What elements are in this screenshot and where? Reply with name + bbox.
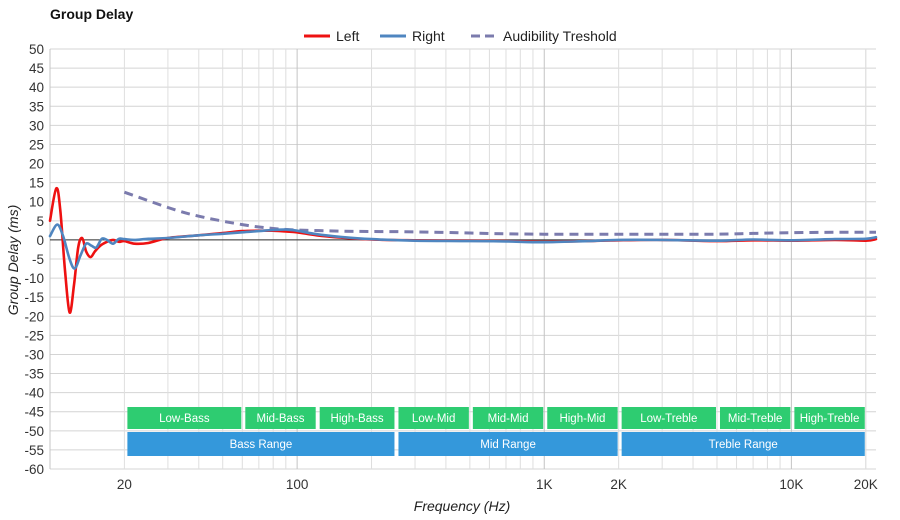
band-label: Low-Treble: [640, 413, 697, 425]
y-tick-label: 15: [29, 176, 44, 191]
band-rect: [719, 407, 791, 429]
y-tick-label: 5: [36, 214, 44, 229]
x-tick-label: 2K: [610, 477, 627, 492]
legend-label: Audibility Treshold: [503, 28, 617, 44]
legend-label: Left: [336, 28, 359, 44]
y-tick-label: -50: [24, 424, 44, 439]
y-tick-label: -35: [24, 367, 44, 382]
y-tick-label: 40: [29, 80, 44, 95]
band-label: Low-Mid: [412, 413, 455, 425]
y-tick-label: -45: [24, 405, 44, 420]
band-rect: [794, 407, 865, 429]
series-line-left: [48, 186, 878, 314]
band-label: Mid-Mid: [488, 413, 529, 425]
y-axis-ticks: 50454035302520151050-5-10-15-20-25-30-35…: [24, 42, 44, 477]
band-rect: [319, 407, 395, 429]
band-rect: [621, 407, 716, 429]
y-tick-label: 30: [29, 118, 44, 133]
x-tick-label: 20K: [854, 477, 878, 492]
x-tick-label: 100: [286, 477, 309, 492]
x-tick-label: 20: [117, 477, 132, 492]
y-tick-label: 10: [29, 195, 44, 210]
y-tick-label: 20: [29, 157, 44, 172]
legend-label: Right: [412, 28, 445, 44]
band-rect: [472, 407, 544, 429]
x-tick-label: 1K: [536, 477, 553, 492]
x-tick-label: 10K: [779, 477, 803, 492]
y-tick-label: -10: [24, 271, 44, 286]
series-line-audibility-treshold: [123, 190, 876, 236]
band-rect: [398, 407, 469, 429]
y-tick-label: -55: [24, 443, 44, 458]
y-tick-label: 0: [36, 233, 44, 248]
band-label: Bass Range: [230, 439, 293, 451]
chart-title: Group Delay: [50, 6, 133, 22]
y-tick-label: -15: [24, 290, 44, 305]
band-rect: [398, 432, 618, 456]
y-tick-label: -40: [24, 386, 44, 401]
legend: Left Right Audibility Treshold: [304, 28, 617, 44]
y-tick-label: 35: [29, 99, 44, 114]
y-axis-title: Group Delay (ms): [5, 205, 21, 315]
band-rect: [245, 407, 316, 429]
y-tick-label: 25: [29, 137, 44, 152]
y-tick-label: -5: [32, 252, 44, 267]
band-rect: [127, 407, 242, 429]
band-label: Mid-Treble: [728, 413, 783, 425]
y-tick-label: -30: [24, 347, 44, 362]
y-tick-label: -60: [24, 462, 44, 477]
x-axis-title: Frequency (Hz): [414, 498, 510, 514]
y-tick-label: -25: [24, 328, 44, 343]
band-label: Treble Range: [709, 439, 778, 451]
band-label: High-Mid: [559, 413, 605, 425]
band-label: Mid-Bass: [257, 413, 305, 425]
band-rect: [547, 407, 618, 429]
x-axis-ticks: 20 100 1K 2K 10K 20K: [117, 477, 878, 492]
band-label: Low-Bass: [159, 413, 210, 425]
frequency-bands: Low-Bass Mid-Bass High-Bass Low-Mid Mid-Mid H…: [127, 407, 865, 456]
series-lines: [48, 186, 878, 314]
grid-lines: [49, 48, 876, 470]
band-label: High-Treble: [800, 413, 860, 425]
band-rect: [621, 432, 865, 456]
y-tick-label: 45: [29, 61, 44, 76]
series-line-right: [48, 223, 878, 270]
y-tick-label: -20: [24, 309, 44, 324]
y-tick-label: 50: [29, 42, 44, 57]
band-label: High-Bass: [331, 413, 384, 425]
band-rect: [127, 432, 395, 456]
band-label: Mid Range: [480, 439, 536, 451]
